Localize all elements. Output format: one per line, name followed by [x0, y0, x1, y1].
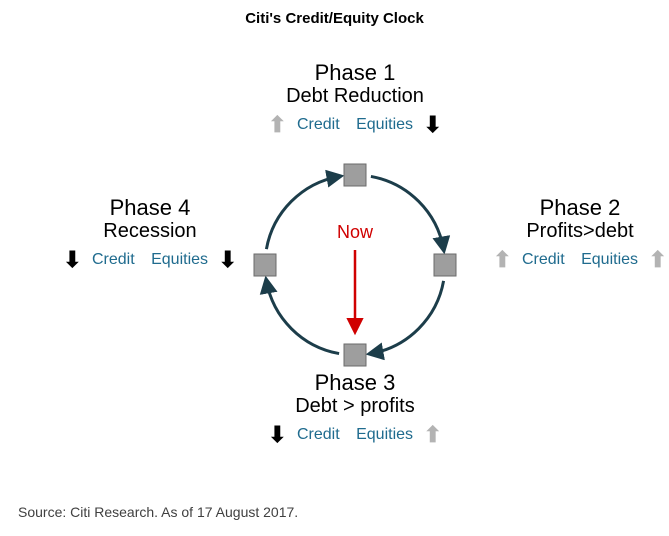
equities-label: Equities: [151, 251, 208, 268]
phase-2: Phase 2 Profits>debt ⬆ Credit Equities ⬆: [490, 195, 669, 271]
credit-label: Credit: [92, 251, 135, 268]
phase-3: Phase 3 Debt > profits ⬇ Credit Equities…: [245, 370, 465, 446]
phase-3-name: Phase 3: [245, 370, 465, 395]
equities-label: Equities: [581, 251, 638, 268]
phase-4: Phase 4 Recession ⬇ Credit Equities ⬇: [60, 195, 240, 271]
phase-4-indicators: ⬇ Credit Equities ⬇: [60, 249, 240, 271]
credit-label: Credit: [297, 116, 340, 133]
equities-label: Equities: [356, 116, 413, 133]
phase-3-equities-arrow: ⬆: [423, 424, 441, 446]
now-label: Now: [330, 222, 380, 243]
phase-1-equities-arrow: ⬇: [423, 114, 441, 136]
phase-2-sub: Profits>debt: [490, 220, 669, 243]
phase-1-indicators: ⬆ Credit Equities ⬇: [255, 114, 455, 136]
phase-3-credit-arrow: ⬇: [268, 424, 286, 446]
phase-2-equities-arrow: ⬆: [648, 249, 666, 271]
phase-1-name: Phase 1: [255, 60, 455, 85]
phase-4-equities-arrow: ⬇: [218, 249, 236, 271]
credit-label: Credit: [522, 251, 565, 268]
phase-1: Phase 1 Debt Reduction ⬆ Credit Equities…: [255, 60, 455, 136]
phase-3-indicators: ⬇ Credit Equities ⬆: [245, 424, 465, 446]
phase-1-sub: Debt Reduction: [255, 85, 455, 108]
phase-1-credit-arrow: ⬆: [268, 114, 286, 136]
source-note: Source: Citi Research. As of 17 August 2…: [18, 504, 298, 520]
phase-4-sub: Recession: [60, 220, 240, 243]
equities-label: Equities: [356, 426, 413, 443]
phase-2-indicators: ⬆ Credit Equities ⬆: [490, 249, 669, 271]
credit-label: Credit: [297, 426, 340, 443]
phase-4-name: Phase 4: [60, 195, 240, 220]
phase-3-sub: Debt > profits: [245, 395, 465, 418]
phase-2-name: Phase 2: [490, 195, 669, 220]
phase-4-credit-arrow: ⬇: [63, 249, 81, 271]
phase-2-credit-arrow: ⬆: [493, 249, 511, 271]
